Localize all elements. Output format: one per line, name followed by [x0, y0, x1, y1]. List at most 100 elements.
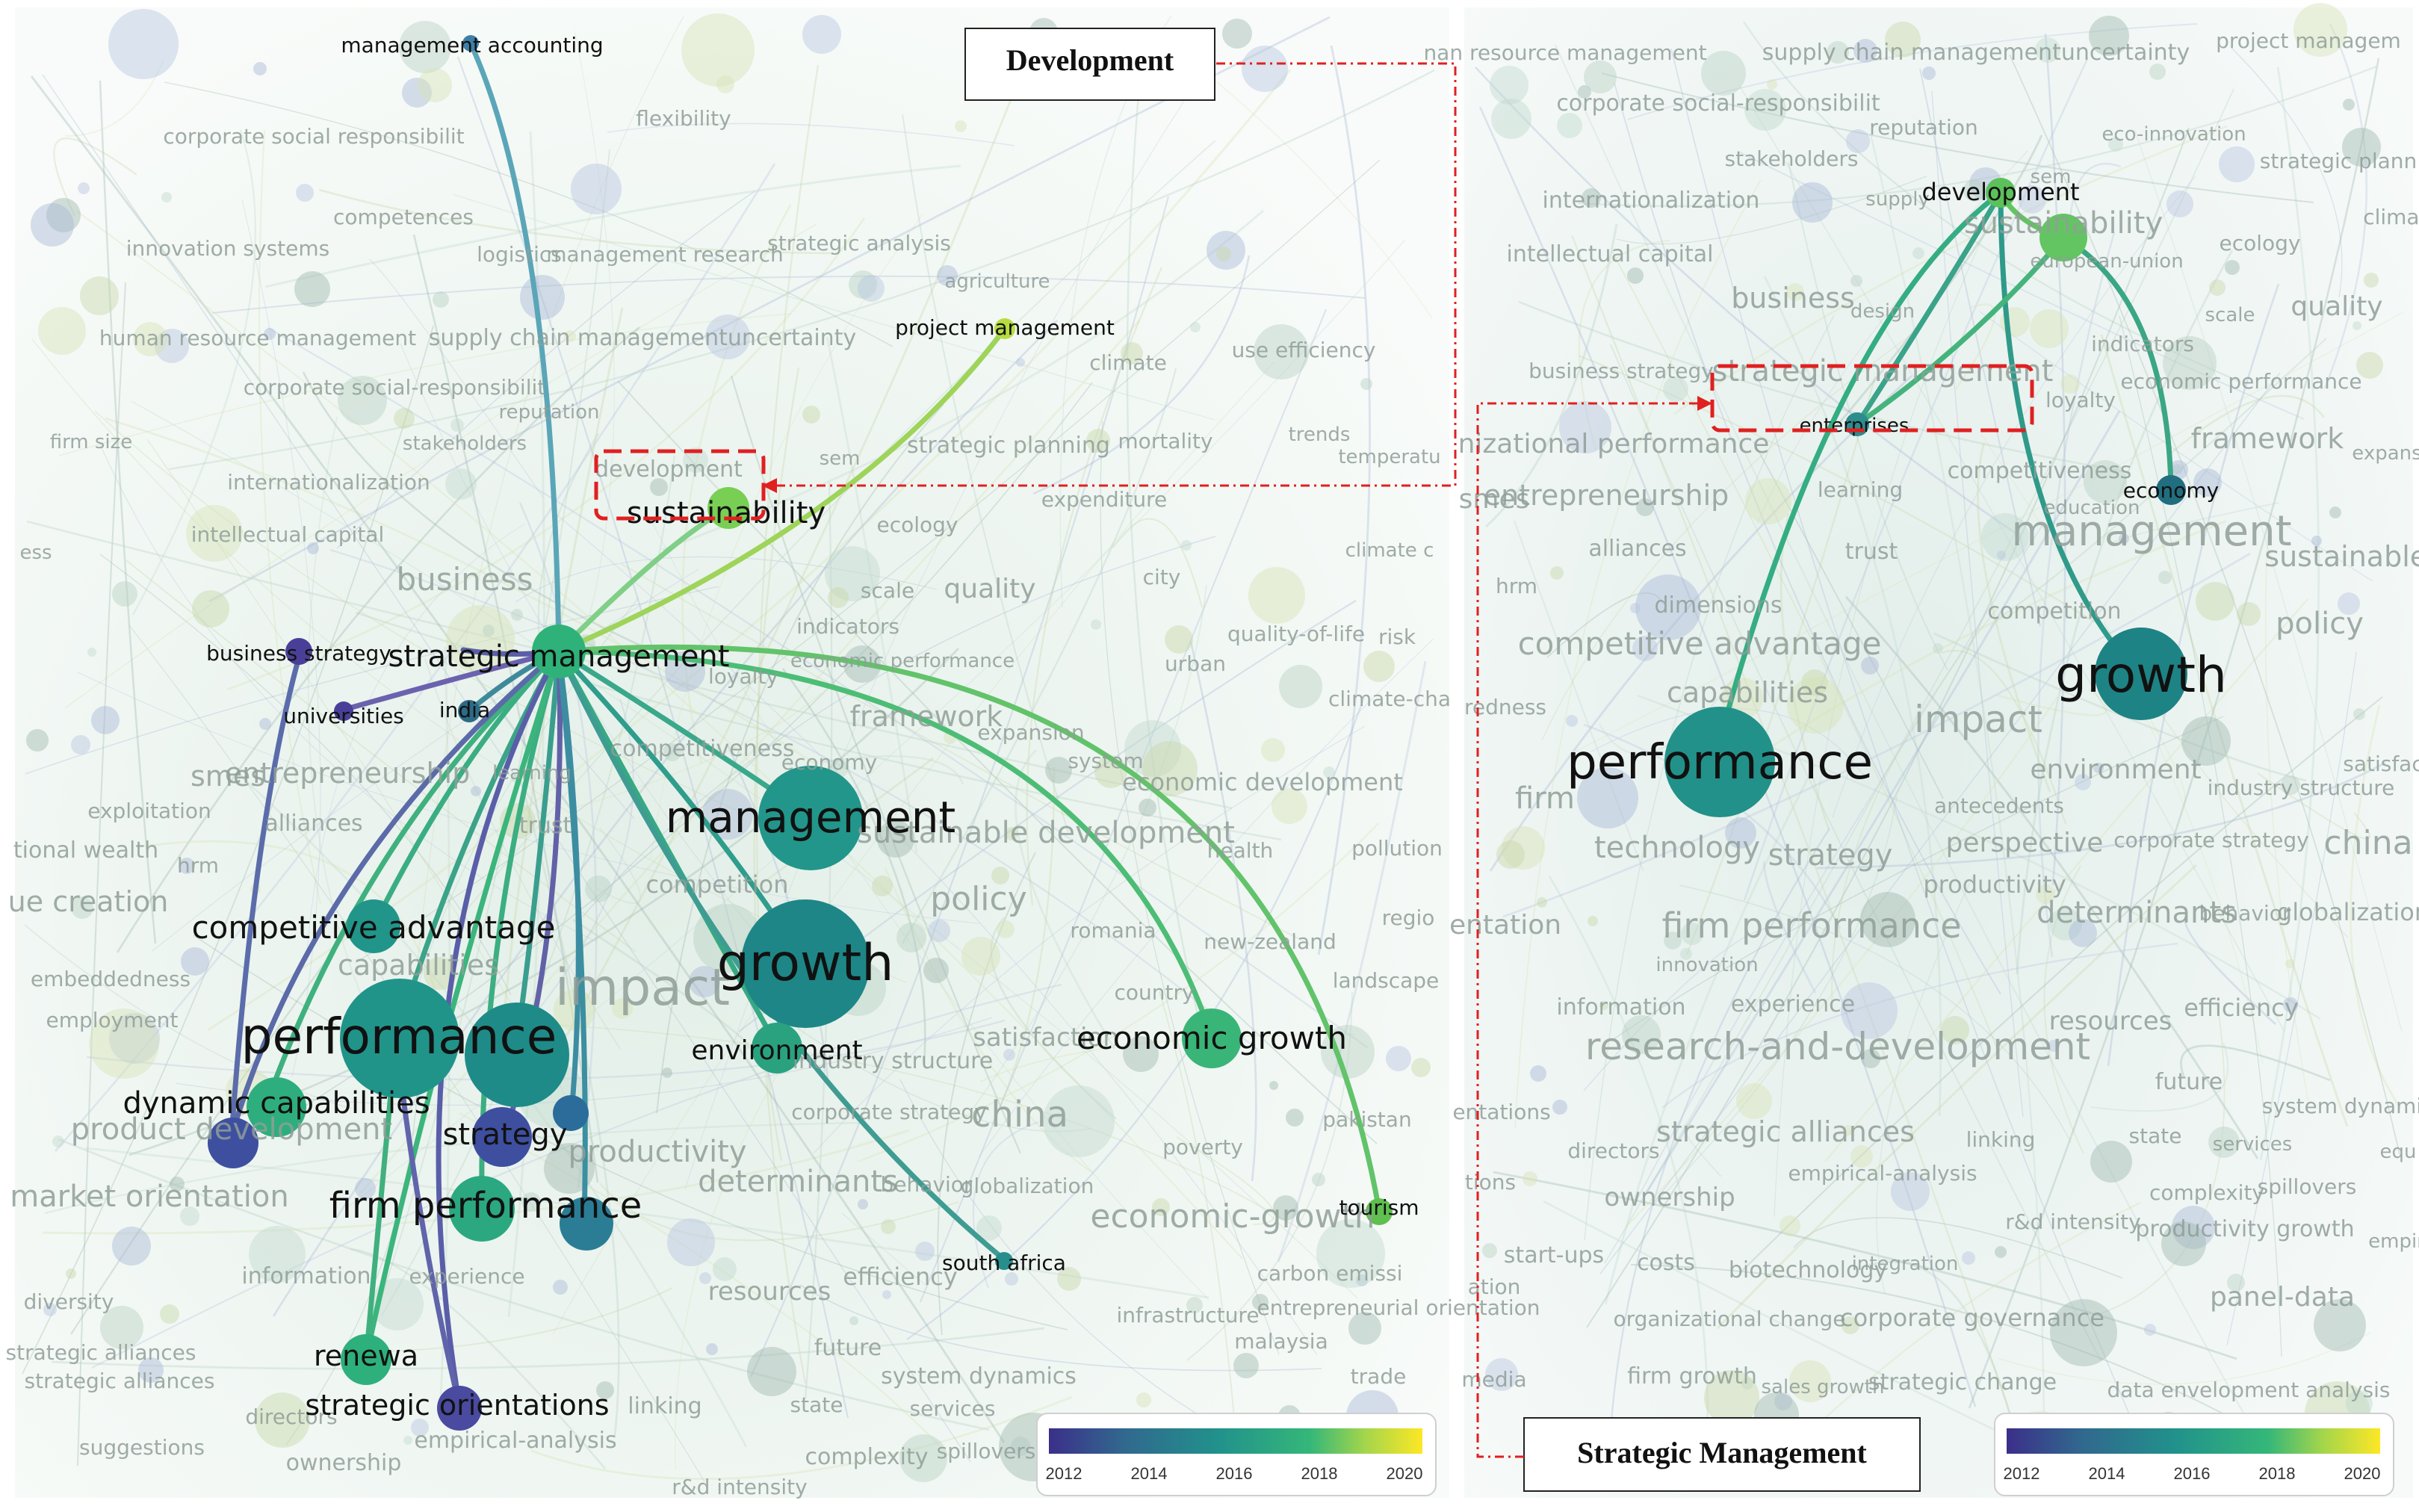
right-bg-node-61: [1963, 179, 1986, 202]
right-faint-label-42: capabilities: [1667, 676, 1828, 709]
node-business-strategy[interactable]: [285, 638, 312, 665]
left-faint-label-73: pakistan: [1322, 1107, 1411, 1132]
node-economy[interactable]: [2156, 475, 2186, 505]
node-performance[interactable]: [1664, 707, 1775, 817]
node-management-accounting[interactable]: [462, 35, 479, 52]
left-bg-node-49: [170, 1177, 185, 1192]
left-bg-node-105: [1286, 1109, 1304, 1127]
left-tick-2012: 2012: [1046, 1464, 1082, 1483]
node-strategy-small[interactable]: [553, 1095, 589, 1131]
node-india[interactable]: [458, 700, 480, 722]
right-bg-link-14: [1845, 596, 2259, 1159]
left-faint-label-14: firm size: [50, 431, 133, 453]
left-bg-node-134: [520, 275, 565, 320]
node-sustainability[interactable]: [2039, 214, 2087, 261]
right-bg-node-14: [1636, 498, 1654, 516]
right-faint-label-65: resources: [2049, 1006, 2172, 1036]
left-bg-node-165: [1043, 1085, 1115, 1157]
right-faint-label-83: empir: [2368, 1230, 2419, 1253]
left-faint-label-67: country: [1114, 980, 1194, 1005]
node-project-management[interactable]: [994, 318, 1015, 339]
left-bg-node-39: [825, 546, 880, 601]
right-bg-node-27: [1774, 1392, 1792, 1410]
node-performance-cluster[interactable]: [465, 1003, 569, 1107]
left-bg-node-104: [78, 182, 90, 194]
node-firm-performance-small[interactable]: [560, 1197, 613, 1251]
left-faint-label-8: human resource management: [99, 326, 416, 350]
development-connector: [762, 62, 1457, 487]
node-economic-growth[interactable]: [1182, 1008, 1242, 1068]
right-bg-link-100: [1716, 864, 2197, 1330]
left-faint-label-70: product development: [71, 1112, 392, 1147]
left-bg-link-0: [22, 325, 434, 1375]
node-growth[interactable]: [741, 899, 870, 1028]
left-bg-node-52: [991, 867, 1009, 884]
node-strategic-management[interactable]: [532, 625, 586, 678]
left-bg-node-35: [544, 1143, 595, 1194]
right-bg-node-29: [1853, 39, 1877, 63]
left-faint-label-100: suggestions: [79, 1435, 205, 1460]
left-bg-node-110: [433, 291, 449, 308]
right-tick-2018: 2018: [2259, 1464, 2296, 1483]
left-faint-label-18: strategic planning: [907, 433, 1110, 459]
right-bg-node-26: [2163, 336, 2217, 390]
left-faint-label-5: management research: [546, 242, 784, 267]
left-faint-label-26: climate c: [1345, 539, 1434, 562]
left-faint-label-65: employment: [46, 1008, 179, 1032]
left-bg-node-42: [46, 198, 81, 232]
left-bg-link-39: [1277, 660, 1427, 1262]
left-bg-node-138: [1312, 1173, 1325, 1186]
right-faint-label-27: nizational performance: [1458, 429, 1770, 459]
left-faint-label-94: strategic alliances: [25, 1369, 215, 1393]
right-bg-node-33: [2227, 1274, 2245, 1292]
left-bg-node-126: [26, 729, 49, 752]
right-faint-label-74: services: [2213, 1133, 2293, 1156]
right-bg-node-96: [2149, 63, 2166, 80]
left-bg-node-77: [877, 820, 914, 858]
node-performance[interactable]: [340, 979, 459, 1098]
right-bg-node-112: [1582, 188, 1601, 208]
right-faint-label-54: china: [2323, 824, 2412, 862]
node-strategic-alliances[interactable]: [437, 1386, 482, 1431]
node-environment[interactable]: [752, 1023, 802, 1073]
left-faint-label-72: china: [971, 1094, 1068, 1135]
node-competitive-advantage[interactable]: [347, 899, 400, 953]
left-bg-node-54: [521, 1192, 541, 1212]
left-bg-node-22: [355, 1178, 376, 1199]
left-bg-node-99: [264, 328, 276, 340]
node-growth[interactable]: [2095, 628, 2187, 720]
node-universities[interactable]: [334, 701, 353, 721]
right-faint-label-67: future: [2155, 1069, 2223, 1095]
right-bg-node-95: [1491, 99, 1531, 139]
left-bg-link-88: [96, 437, 598, 943]
right-faint-label-22: strategic management: [1712, 354, 2054, 388]
node-development[interactable]: [1986, 178, 2016, 208]
left-faint-label-83: information: [241, 1263, 371, 1289]
label-firm-performance: firm performance: [329, 1185, 642, 1227]
right-bg-link-36: [1484, 223, 1618, 528]
right-faint-label-47: industry structure: [2208, 775, 2395, 800]
left-faint-label-68: satisfaction: [973, 1023, 1119, 1053]
right-bg-node-17: [1588, 916, 1598, 926]
right-bg-link-74: [1502, 552, 2251, 918]
right-faint-label-38: dimensions: [1654, 592, 1782, 619]
left-bg-node-25: [180, 1206, 199, 1226]
right-bg-node-44: [2285, 959, 2294, 968]
node-firm-performance[interactable]: [449, 1176, 515, 1242]
node-south-africa[interactable]: [995, 1252, 1013, 1270]
right-bg-link-82: [2090, 1042, 2229, 1112]
node-tourism[interactable]: [1366, 1198, 1393, 1225]
node-management[interactable]: [758, 766, 863, 870]
left-faint-label-71: corporate strategy: [791, 1100, 987, 1124]
node-strategy[interactable]: [472, 1107, 532, 1167]
left-bg-link-34: [258, 129, 322, 905]
left-faint-label-48: exploitation: [87, 799, 211, 823]
label-performance: performance: [241, 1008, 557, 1065]
left-bg-node-26: [585, 876, 612, 902]
node-product-development[interactable]: [208, 1118, 258, 1168]
left-bg-node-158: [1323, 766, 1335, 778]
node-entrepreneurial-orientation[interactable]: [341, 1334, 391, 1385]
left-faint-label-90: future: [814, 1335, 882, 1361]
right-bg-node-108: [1537, 897, 1547, 908]
node-dynamic-capabilities[interactable]: [247, 1077, 306, 1137]
